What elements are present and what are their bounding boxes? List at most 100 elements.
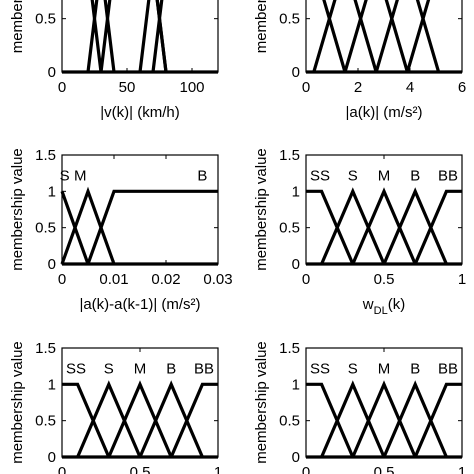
y-axis-label: membership value: [253, 0, 270, 53]
x-tick-label: 1: [458, 271, 466, 288]
x-axis-label-subscript: DL: [374, 305, 388, 317]
membership-line-6: [405, 0, 431, 73]
x-tick-label: 0.5: [374, 464, 395, 474]
y-axis-label: membership value: [9, 148, 26, 271]
x-axis-label: |v(k)| (km/h): [100, 104, 179, 121]
mf-label-m: M: [134, 360, 147, 377]
y-tick-label: 0.5: [279, 413, 300, 430]
membership-line-3: [320, 380, 386, 458]
membership-line-5: [138, 380, 204, 458]
membership-line-3: [320, 187, 386, 265]
membership-line-4: [343, 0, 409, 73]
membership-line-3: [86, 0, 116, 73]
y-tick-label: 0: [292, 64, 300, 81]
y-tick-label: 0.5: [279, 220, 300, 237]
membership-line-5: [138, 0, 168, 73]
x-tick-label: 0: [302, 271, 310, 288]
membership-line-3: [312, 0, 378, 73]
x-tick-label: 4: [406, 79, 414, 96]
y-axis-label: membership value: [9, 0, 26, 53]
mf-label-ss: SS: [310, 167, 330, 184]
y-tick-label: 0: [292, 449, 300, 466]
x-tick-label: 2: [354, 79, 362, 96]
y-tick-label: 0.5: [35, 11, 56, 28]
y-tick-label: 0: [48, 449, 56, 466]
x-axis-label: |a(k)-a(k-1)| (m/s²): [79, 296, 200, 313]
y-tick-label: 0: [48, 64, 56, 81]
mf-label-b: B: [410, 360, 420, 377]
membership-line-2: [90, 0, 103, 73]
mf-label-bb: BB: [438, 360, 458, 377]
x-axis-label: wDL(k): [362, 296, 405, 317]
y-tick-label: 1.5: [279, 340, 300, 357]
y-tick-label: 0.5: [35, 220, 56, 237]
mf-label-b: B: [410, 167, 420, 184]
mf-label-bb: BB: [438, 167, 458, 184]
x-axis-label-suffix: (k): [388, 296, 406, 313]
x-tick-label: 0.03: [203, 271, 232, 288]
y-tick-label: 0.5: [279, 11, 300, 28]
membership-line-5: [374, 0, 441, 73]
chart-panel-a: 00.510246membership value|a(k)| (m/s²): [253, 0, 466, 121]
membership-line-5: [382, 187, 448, 265]
x-tick-label: 0: [58, 271, 66, 288]
membership-line-6: [413, 189, 462, 265]
mf-label-b: B: [197, 167, 207, 184]
mf-label-b: B: [166, 360, 176, 377]
membership-line-4: [351, 187, 417, 265]
y-axis-label: membership value: [9, 341, 26, 464]
membership-line-2: [322, 0, 347, 73]
mf-label-m: M: [74, 167, 87, 184]
x-tick-label: 0.5: [374, 271, 395, 288]
mf-label-m: M: [378, 167, 391, 184]
x-tick-label: 0: [302, 79, 310, 96]
y-tick-label: 1: [48, 183, 56, 200]
mf-label-s: S: [348, 360, 358, 377]
membership-line-4: [351, 380, 417, 458]
y-tick-label: 1.5: [35, 340, 56, 357]
y-tick-label: 1: [292, 183, 300, 200]
membership-line-2: [306, 382, 355, 458]
x-axis-label: |a(k)| (m/s²): [346, 104, 423, 121]
x-tick-label: 0: [58, 79, 66, 96]
x-tick-label: 1: [214, 464, 222, 474]
membership-line-2: [306, 189, 355, 265]
membership-line-3: [76, 380, 142, 458]
y-tick-label: 0: [292, 256, 300, 273]
mf-label-s: S: [104, 360, 114, 377]
membership-line-6: [413, 382, 462, 458]
membership-line-4: [86, 189, 218, 265]
x-tick-label: 0.01: [99, 271, 128, 288]
y-axis-label: membership value: [253, 341, 270, 464]
mf-label-s: S: [348, 167, 358, 184]
membership-line-5: [382, 380, 448, 458]
y-tick-label: 1: [48, 376, 56, 393]
x-tick-label: 0: [58, 464, 66, 474]
mf-label-ss: SS: [310, 360, 330, 377]
x-tick-label: 100: [179, 79, 204, 96]
x-tick-label: 50: [119, 79, 136, 96]
x-tick-label: 1: [458, 464, 466, 474]
mf-label-bb: BB: [194, 360, 214, 377]
membership-line-2: [62, 382, 111, 458]
x-tick-label: 0.02: [151, 271, 180, 288]
y-tick-label: 0.5: [35, 413, 56, 430]
x-tick-label: 6: [458, 79, 466, 96]
x-tick-label: 0: [302, 464, 310, 474]
membership-line-3: [60, 186, 116, 265]
chart-panel-v: 00.51050100membership value|v(k)| (km/h): [9, 0, 219, 121]
y-tick-label: 1: [292, 376, 300, 393]
membership-line-6: [151, 0, 164, 73]
mf-label-m: M: [378, 360, 391, 377]
membership-line-6: [169, 382, 218, 458]
mf-label-s: S: [60, 167, 70, 184]
mf-label-ss: SS: [66, 360, 86, 377]
x-tick-label: 0.5: [130, 464, 151, 474]
y-tick-label: 1.5: [279, 147, 300, 164]
membership-line-4: [107, 380, 173, 458]
